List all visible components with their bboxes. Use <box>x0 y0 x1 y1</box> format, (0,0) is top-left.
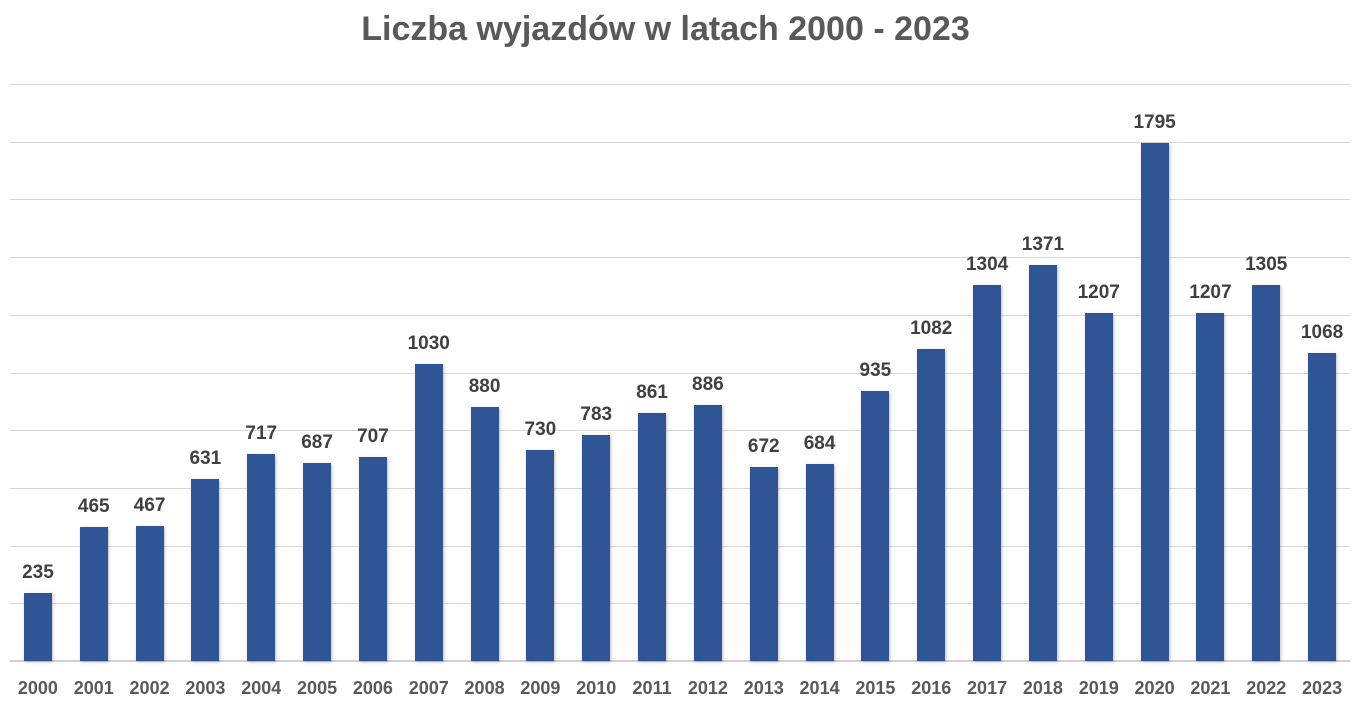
data-label: 935 <box>859 360 892 382</box>
x-tick-label: 2022 <box>1246 678 1287 698</box>
data-label: 1305 <box>1245 253 1288 275</box>
data-label: 707 <box>357 426 389 448</box>
gridline <box>10 487 1350 489</box>
bar-2023 <box>1308 352 1337 661</box>
gridline <box>10 603 1350 605</box>
x-tick-label: 2017 <box>967 678 1008 698</box>
bar-2001 <box>79 526 108 661</box>
bar-2016 <box>917 348 946 661</box>
data-label: 1304 <box>965 253 1009 275</box>
chart-title: Liczba wyjazdów w latach 2000 - 2023 <box>361 10 970 48</box>
data-label: 684 <box>803 432 836 454</box>
bar-2014 <box>805 463 834 661</box>
bar-2010 <box>582 435 611 661</box>
gridline <box>10 430 1350 432</box>
data-label: 1371 <box>1021 234 1065 256</box>
data-label: 465 <box>77 495 110 517</box>
x-tick-label: 2019 <box>1078 678 1119 698</box>
x-tick-label: 2013 <box>743 678 784 698</box>
gridline <box>10 199 1350 201</box>
x-tick-label: 2023 <box>1302 678 1343 698</box>
bar-2002 <box>135 526 164 661</box>
x-tick-label: 2007 <box>408 678 449 698</box>
x-axis-baseline <box>10 660 1350 662</box>
gridline <box>10 84 1350 85</box>
data-label: 672 <box>747 436 780 458</box>
bar-2003 <box>191 478 220 661</box>
data-label: 717 <box>245 423 278 445</box>
bar-2013 <box>749 467 778 661</box>
x-tick-label: 2006 <box>352 678 393 698</box>
x-tick-label: 2008 <box>464 678 505 698</box>
data-label: 631 <box>189 447 222 469</box>
x-tick-label: 2016 <box>911 678 952 698</box>
gridline <box>10 372 1350 374</box>
x-tick-label: 2005 <box>297 678 338 698</box>
bar-2017 <box>973 284 1002 661</box>
data-label: 1795 <box>1133 112 1176 134</box>
bar-2021 <box>1196 312 1225 661</box>
data-label: 1207 <box>1077 281 1120 303</box>
bar-2005 <box>303 462 332 661</box>
x-tick-label: 2010 <box>576 678 617 698</box>
x-tick-label: 2009 <box>520 678 561 698</box>
data-label: 1207 <box>1189 281 1232 303</box>
x-tick-label: 2018 <box>1022 678 1063 698</box>
gridline <box>10 141 1350 143</box>
x-tick-label: 2003 <box>185 678 226 698</box>
bar-2009 <box>526 450 555 661</box>
data-label: 783 <box>580 404 613 426</box>
data-label: 730 <box>524 419 557 441</box>
bar-2007 <box>414 363 443 661</box>
bar-2006 <box>358 457 387 661</box>
x-tick-label: 2002 <box>129 678 170 698</box>
x-tick-label: 2001 <box>73 678 114 698</box>
gridline <box>10 257 1350 259</box>
gridline <box>10 314 1350 316</box>
gridline <box>10 545 1350 547</box>
bar-2008 <box>470 407 499 661</box>
bar-2000 <box>23 593 52 661</box>
data-label: 886 <box>692 374 724 396</box>
bar-2004 <box>247 454 276 661</box>
bar-2019 <box>1084 312 1113 661</box>
data-label: 235 <box>22 562 54 584</box>
x-tick-label: 2012 <box>687 678 728 698</box>
bar-2015 <box>861 391 890 661</box>
plot-area: 235 465 467 631 717 687 707 1030 880 730 783 861 886… <box>10 84 1350 662</box>
bar-2022 <box>1252 284 1281 661</box>
data-label: 467 <box>133 495 166 517</box>
bar-2020 <box>1140 143 1169 661</box>
x-tick-label: 2011 <box>632 678 672 698</box>
data-label: 880 <box>468 376 501 398</box>
x-tick-label: 2015 <box>855 678 896 698</box>
data-label: 1030 <box>407 332 450 354</box>
bar-2018 <box>1028 265 1057 661</box>
x-tick-label: 2014 <box>799 678 840 698</box>
data-label: 1068 <box>1300 321 1344 343</box>
x-tick-label: 2021 <box>1190 678 1231 698</box>
x-tick-label: 2020 <box>1134 678 1175 698</box>
bar-2012 <box>693 405 722 661</box>
data-label: 687 <box>301 431 333 453</box>
bar-2011 <box>638 412 667 661</box>
x-tick-label: 2004 <box>241 678 282 698</box>
data-label: 861 <box>636 381 668 403</box>
x-tick-label: 2000 <box>17 678 58 698</box>
data-label: 1082 <box>910 317 953 339</box>
